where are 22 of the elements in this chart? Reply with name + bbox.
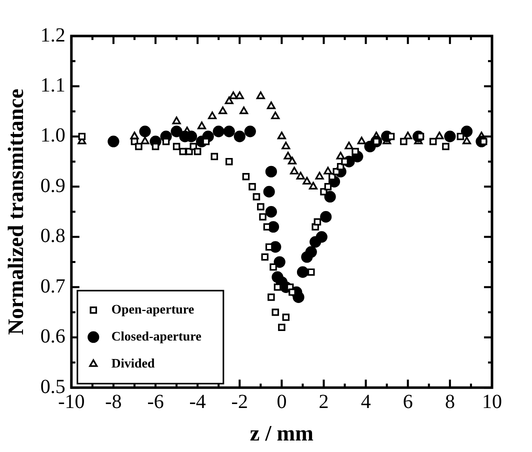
x-tick-label: 6: [402, 390, 413, 413]
x-tick-label: 4: [360, 390, 371, 413]
y-tick-label: 0.8: [40, 225, 66, 248]
x-tick-label: 2: [318, 390, 329, 413]
y-axis-title: Normalized transmittance: [2, 88, 28, 335]
x-axis-title: z / mm: [250, 420, 314, 446]
y-tick-label: 0.9: [40, 174, 66, 197]
x-tick-label: 8: [444, 390, 455, 413]
x-tick-label: 10: [482, 390, 502, 413]
x-tick-label: -4: [189, 390, 206, 413]
y-tick-label: 1.1: [40, 74, 66, 96]
y-tick-label: 0.7: [40, 275, 66, 298]
legend-label: Open-aperture: [111, 301, 194, 316]
y-tick-label: 0.6: [40, 326, 66, 348]
x-tick-label: 0: [276, 390, 287, 413]
x-tick-label: -2: [231, 390, 248, 413]
legend-label: Closed-aperture: [111, 328, 202, 344]
x-tick-label: -8: [105, 390, 122, 413]
y-tick-label: 1.2: [40, 24, 66, 46]
y-tick-label: 1.0: [40, 124, 66, 147]
legend-label: Divided: [111, 355, 156, 370]
x-tick-label: -6: [147, 390, 164, 413]
